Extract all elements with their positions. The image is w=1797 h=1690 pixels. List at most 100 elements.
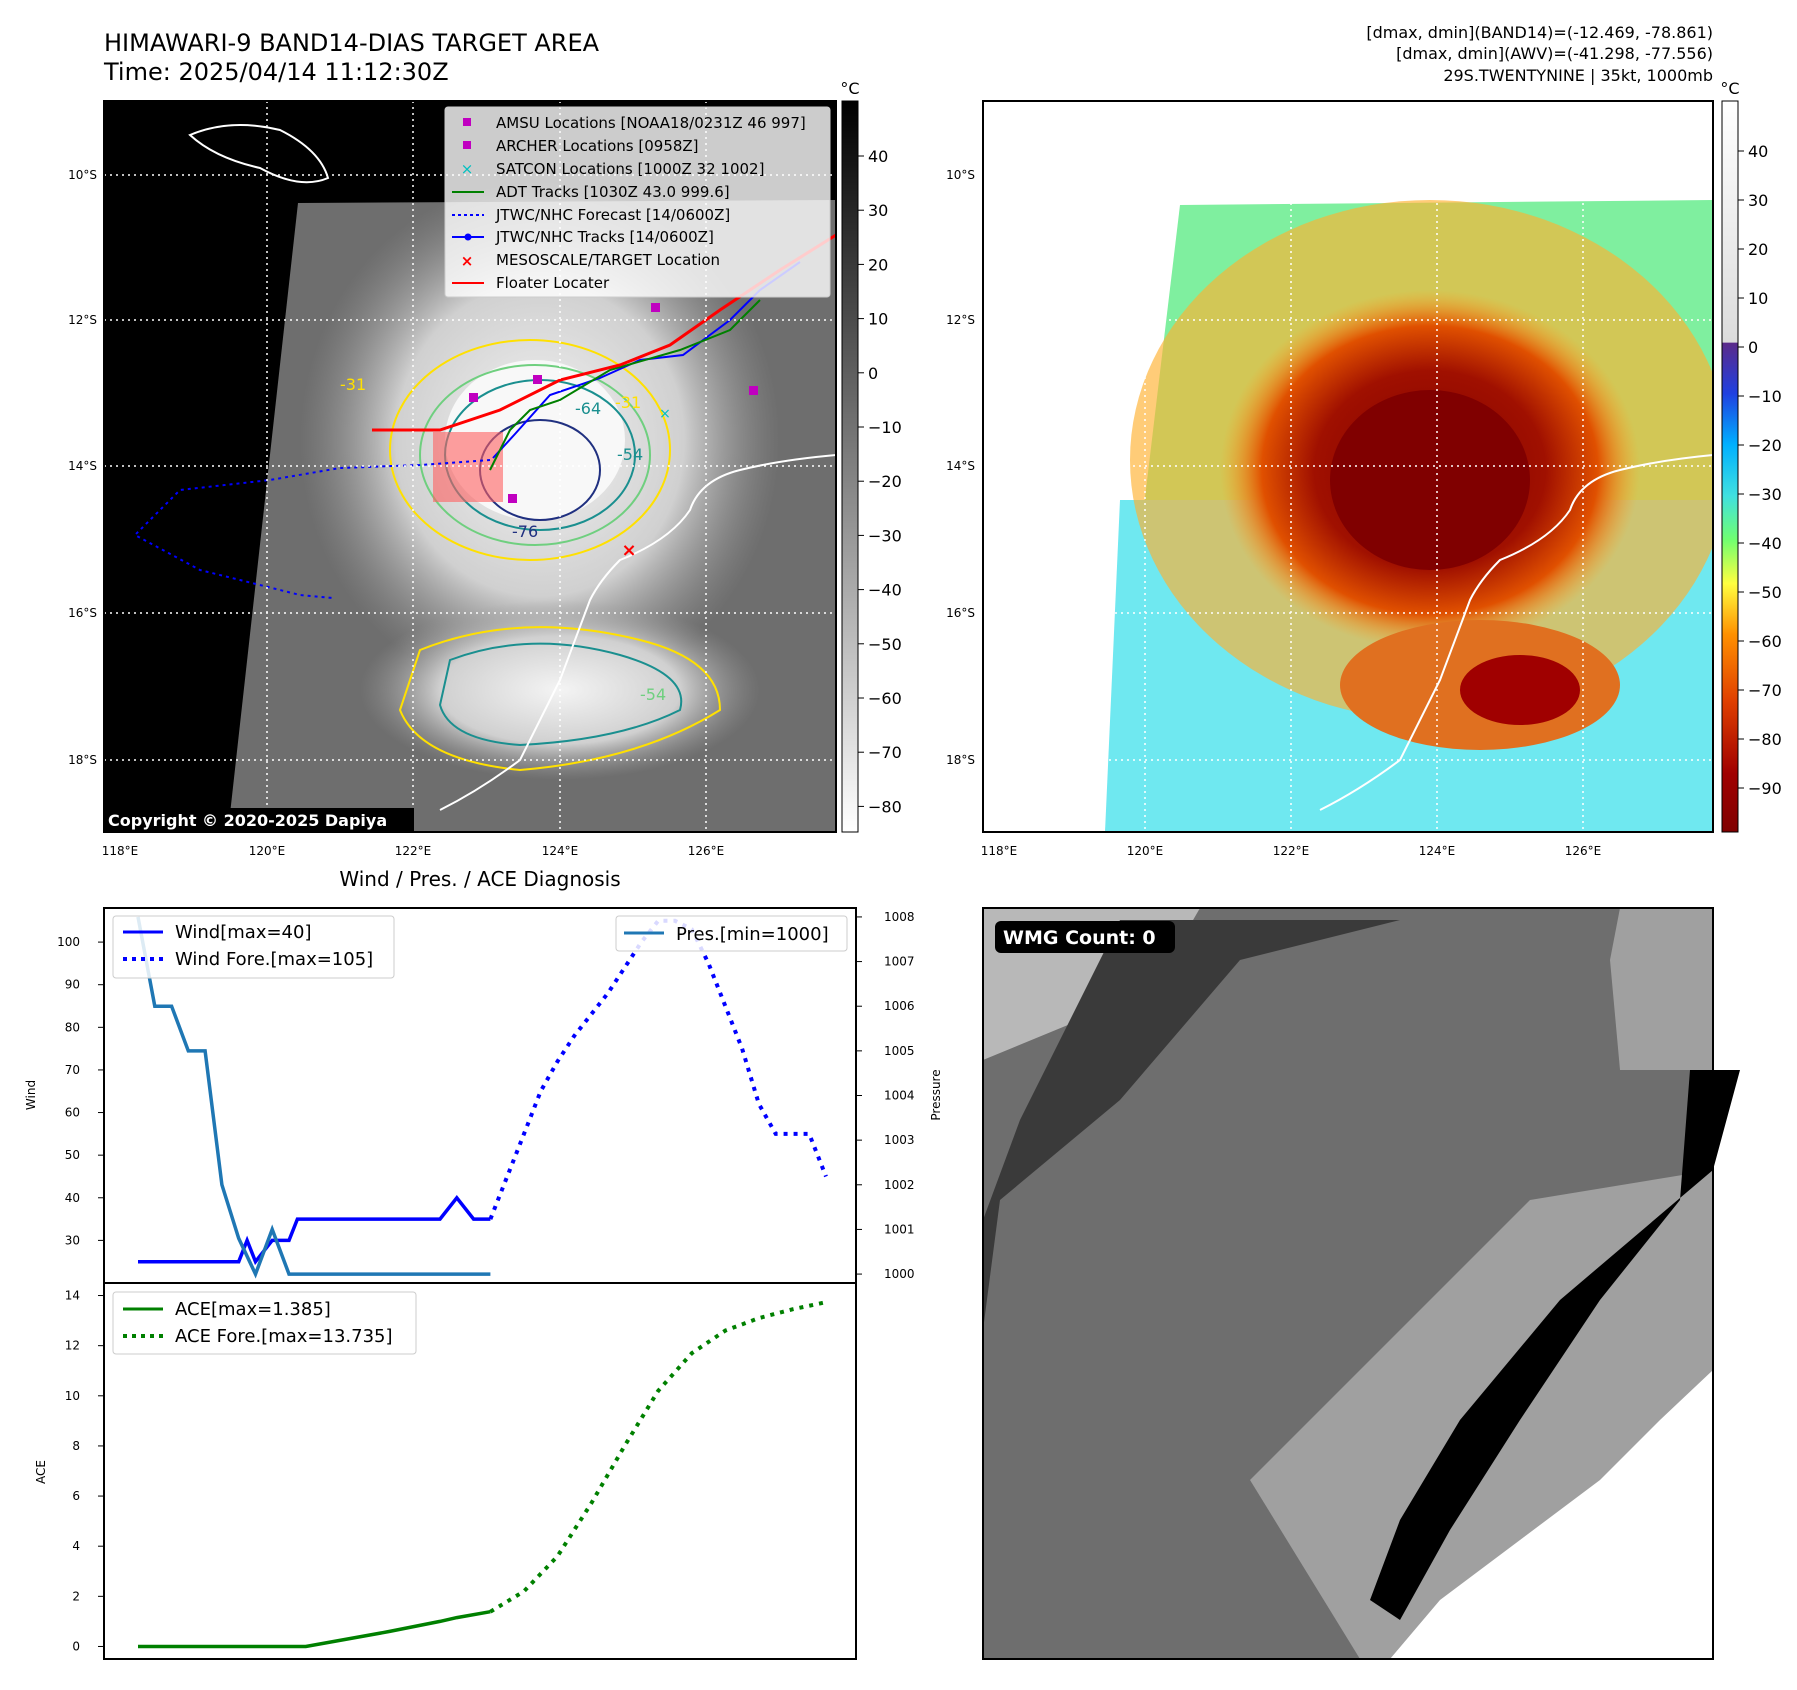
storm-info: 29S.TWENTYNINE | 35kt, 1000mb: [1443, 66, 1713, 85]
wind-ytick-label: 70: [65, 1063, 80, 1077]
wmg-black-band: [1370, 1070, 1740, 1620]
wind-ytick-right-label: 1002: [884, 1178, 915, 1192]
legend-item-jtwc-track: JTWC/NHC Tracks [14/0600Z]: [495, 228, 714, 246]
colorbar-temp-tick-label: −10: [1748, 387, 1782, 406]
wind-ytick-right-label: 1001: [884, 1222, 915, 1236]
copyright: Copyright © 2020-2025 Dapiya: [108, 811, 387, 830]
legend-key-archer: [463, 141, 471, 149]
colorbar-gray: °C 40 30 20 10 0 −10 −20 −30 −40 −50 −60 −70 −80: [840, 79, 902, 833]
contour-label-31a: -31: [615, 393, 641, 412]
colorbar-gray-tick-label: 0: [868, 364, 878, 383]
wind-ytick-label: 50: [65, 1148, 80, 1162]
legend-key-jtwc-dot: [464, 233, 472, 241]
adt-track: [489, 299, 761, 471]
legend-item-floater: Floater Locater: [496, 274, 610, 292]
svg-text:126°E: 126°E: [1565, 844, 1602, 858]
colorbar-temp-bar: [1721, 100, 1739, 833]
wind-ytick-right-label: 1008: [884, 910, 915, 924]
ace-ytick-label: 10: [65, 1389, 80, 1403]
ace-ytick-label: 4: [72, 1539, 80, 1553]
colorbar-gray-tick-label: −50: [868, 635, 902, 654]
ace-series-0: [138, 1609, 491, 1649]
wind-ytick-right-label: 1004: [884, 1089, 915, 1103]
temp-core: [1330, 390, 1530, 570]
svg-text:118°E: 118°E: [981, 844, 1018, 858]
map-legend-box: [444, 106, 831, 298]
svg-text:124°E: 124°E: [542, 844, 579, 858]
contour-label-64: -64: [575, 399, 601, 418]
ir-lon-labels: 118°E 120°E 122°E 124°E 126°E: [102, 844, 725, 858]
wind-ytick-right-label: 1006: [884, 999, 915, 1013]
colorbar-gray-tick-label: −40: [868, 581, 902, 600]
contour-label-31b: -31: [340, 375, 366, 394]
archer-marker-2: [533, 375, 542, 384]
colorbar-temp-tick-label: −70: [1748, 681, 1782, 700]
contour-south-inner: [438, 642, 683, 747]
colorbar-gray-tick-label: −80: [868, 797, 902, 816]
map-legend: AMSU Locations [NOAA18/0231Z 46 997] ARC…: [444, 106, 831, 298]
pres-legend-box: [615, 915, 848, 952]
ace-ylabel: ACE: [34, 1460, 48, 1484]
svg-text:118°E: 118°E: [102, 844, 139, 858]
ace-series-1: [489, 1300, 827, 1614]
ace-legend-label: ACE[max=1.385]: [175, 1299, 331, 1320]
ace-ytick-label: 0: [72, 1639, 80, 1653]
wind-ytick-label: 30: [65, 1233, 80, 1247]
svg-text:120°E: 120°E: [1127, 844, 1164, 858]
svg-text:10°S: 10°S: [946, 168, 975, 182]
wind-ytick-label: 40: [65, 1191, 80, 1205]
wind-ytick-right-label: 1007: [884, 955, 915, 969]
coastline-timor: [188, 124, 330, 184]
colorbar-temp-tick-label: −50: [1748, 583, 1782, 602]
colorbar-gray-tick-label: −60: [868, 689, 902, 708]
colorbar-gray-unit: °C: [840, 79, 859, 98]
pres-legend-label: Pres.[min=1000]: [676, 924, 829, 945]
wmg-count-label: WMG Count: 0: [1003, 927, 1156, 949]
legend-item-archer: ARCHER Locations [0958Z]: [496, 137, 699, 155]
amsu-marker-2: [749, 386, 758, 395]
svg-text:14°S: 14°S: [946, 459, 975, 473]
svg-text:120°E: 120°E: [249, 844, 286, 858]
temp-coastline: [1319, 454, 1713, 811]
svg-text:14°S: 14°S: [68, 459, 97, 473]
ace-ytick-label: 14: [65, 1289, 80, 1303]
archer-marker-1: [469, 393, 478, 402]
svg-text:122°E: 122°E: [395, 844, 432, 858]
amsu-marker-1: [651, 303, 660, 312]
ace-legend-box: [112, 1291, 417, 1355]
temp-lat-labels: 10°S 12°S 14°S 16°S 18°S: [946, 168, 975, 767]
wmg-count-box: [995, 921, 1175, 953]
colorbar-gray-bar: [841, 100, 859, 833]
wind-legend-label: Wind[max=40]: [175, 922, 312, 943]
chart-title: Wind / Pres. / ACE Diagnosis: [339, 867, 620, 891]
wmg-white-patch: [1390, 1370, 1713, 1659]
ir-map-panel: × × -64 -76 -54 -54 -31 -31 AMSU Locat: [68, 100, 837, 858]
target-marker: ×: [621, 540, 636, 561]
colorbar-temp-tick-label: −30: [1748, 485, 1782, 504]
figure-time: Time: 2025/04/14 11:12:30Z: [103, 58, 449, 86]
colorbar-temp-tick-label: −80: [1748, 730, 1782, 749]
temp-map-panel: 10°S 12°S 14°S 16°S 18°S 118°E 120°E 122…: [946, 100, 1714, 858]
legend-key-amsu: [463, 118, 471, 126]
colorbar-gray-tick-label: −20: [868, 472, 902, 491]
dmax-awv: [dmax, dmin](AWV)=(-41.298, -77.556): [1396, 44, 1713, 63]
ace-ytick-label: 8: [72, 1439, 80, 1453]
svg-text:10°S: 10°S: [68, 168, 97, 182]
wind-series-2: [136, 916, 491, 1279]
colorbar-gray-tick-label: −70: [868, 743, 902, 762]
contour-ring-31: [389, 339, 671, 561]
wind-ytick-label: 100: [57, 935, 80, 949]
ace-ytick-label: 6: [72, 1489, 80, 1503]
wind-ylabel: Wind: [24, 1080, 38, 1110]
legend-item-satcon: SATCON Locations [1000Z 32 1002]: [496, 160, 764, 178]
colorbar-temp-tick-label: 20: [1748, 240, 1768, 259]
wmg-panel: WMG Count: 0: [982, 907, 1740, 1660]
colorbar-temp-tick-label: −20: [1748, 436, 1782, 455]
colorbar-temp-tick-label: −40: [1748, 534, 1782, 553]
wind-ytick-label: 60: [65, 1106, 80, 1120]
wind-ytick-label: 90: [65, 978, 80, 992]
svg-text:16°S: 16°S: [68, 606, 97, 620]
svg-text:126°E: 126°E: [688, 844, 725, 858]
contour-label-54b: -54: [640, 685, 666, 704]
